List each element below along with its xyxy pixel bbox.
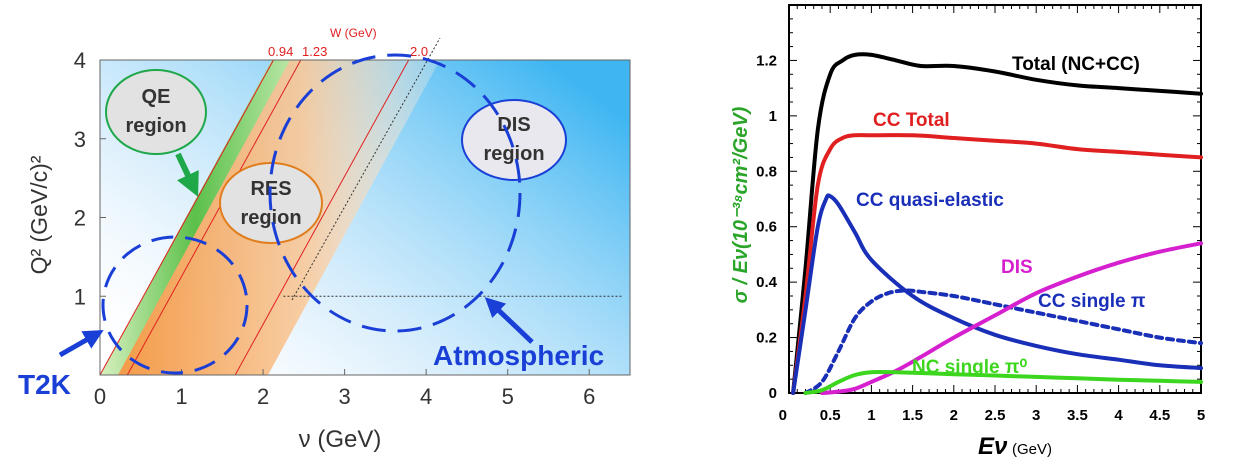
atmospheric-circle bbox=[268, 53, 522, 333]
atmospheric-label: Atmospheric bbox=[433, 340, 604, 371]
svg-text:Eν: Eν bbox=[978, 433, 1008, 460]
minor-ticks bbox=[789, 5, 1202, 393]
series-line-0 bbox=[791, 52, 1203, 395]
series-lines bbox=[791, 52, 1203, 395]
x-tick-label: 0 bbox=[94, 384, 106, 409]
x-tick-label: 1 bbox=[867, 407, 875, 424]
series-line-3 bbox=[803, 288, 1203, 395]
x-tick-label: 2 bbox=[257, 384, 269, 409]
y-ticks: 1 2 3 4 bbox=[74, 48, 106, 309]
w-line-label: 2.0 bbox=[410, 44, 428, 59]
qe-arrow bbox=[175, 152, 199, 197]
y-tick-label: 0.2 bbox=[756, 330, 777, 347]
dis-region-label-line1: DIS bbox=[497, 114, 530, 136]
series-line-1 bbox=[791, 133, 1203, 395]
y-tick-label: 0.8 bbox=[756, 163, 777, 180]
left-x-axis-label: ν (GeV) bbox=[299, 426, 382, 453]
w-line-label: 1.23 bbox=[302, 44, 327, 59]
y-tick-label: 4 bbox=[74, 48, 86, 73]
t2k-circle bbox=[101, 235, 249, 375]
w-line bbox=[126, 59, 302, 376]
x-tick-label: 4 bbox=[1114, 407, 1123, 424]
x-tick-label: 5 bbox=[1197, 407, 1205, 424]
dis-region-blob bbox=[461, 99, 567, 181]
kinematic-regions-plot: 0.94 1.23 2.0 0 1 2 3 4 5 6 1 2 3 4 W (GeV) QE regi… bbox=[18, 26, 631, 453]
w-lines: 0.94 1.23 2.0 bbox=[99, 44, 428, 376]
w-line-label: 0.94 bbox=[268, 44, 293, 59]
t2k-label: T2K bbox=[18, 369, 71, 400]
w-line bbox=[234, 59, 410, 376]
res-region-label-line2: region bbox=[240, 207, 301, 229]
y-tick-label: 0 bbox=[769, 385, 777, 402]
t2k-arrow bbox=[58, 330, 104, 358]
series-line-2 bbox=[791, 193, 1203, 395]
x-tick-label: 4.5 bbox=[1149, 407, 1170, 424]
x-ticks: 0 0.5 1 1.5 2 2.5 3 3.5 4 4.5 5 bbox=[779, 407, 1206, 424]
w-line bbox=[99, 59, 274, 376]
series-label-total: Total (NC+CC) bbox=[1012, 54, 1140, 75]
qe-region-label-line1: QE bbox=[142, 86, 171, 108]
y-tick-label: 0.4 bbox=[756, 274, 778, 291]
y-tick-label: 2 bbox=[74, 206, 86, 231]
x-tick-label: 1 bbox=[175, 384, 187, 409]
series-label-nc-single-pi0: NC single π⁰ bbox=[912, 357, 1027, 378]
x-tick-label: 5 bbox=[502, 384, 514, 409]
x-tick-label: 4 bbox=[420, 384, 432, 409]
svg-text:(GeV): (GeV) bbox=[1012, 441, 1052, 458]
series-label-cc-single-pi: CC single π bbox=[1038, 291, 1146, 312]
x-tick-label: 1.5 bbox=[902, 407, 923, 424]
x-tick-label: 2 bbox=[950, 407, 958, 424]
qe-region-blob bbox=[105, 69, 207, 155]
series-line-4 bbox=[820, 241, 1203, 395]
x-tick-label: 0.5 bbox=[820, 407, 841, 424]
x-ticks: 0 1 2 3 4 5 6 bbox=[94, 369, 595, 409]
dis-region-label-line2: region bbox=[483, 143, 544, 165]
w-axis-title: W (GeV) bbox=[330, 26, 377, 40]
right-y-axis-label: σ / Eν(10⁻³⁸cm²/GeV) bbox=[730, 106, 752, 303]
y-tick-label: 1 bbox=[74, 284, 86, 309]
y-ticks: 0 0.2 0.4 0.6 0.8 1 1.2 bbox=[756, 52, 778, 402]
x-tick-label: 0 bbox=[779, 407, 787, 424]
x-tick-label: 3 bbox=[1032, 407, 1040, 424]
right-x-axis-label: Eν (GeV) bbox=[978, 433, 1052, 460]
y-tick-label: 0.6 bbox=[756, 219, 777, 236]
cross-section-plot: 0 0.5 1 1.5 2 2.5 3 3.5 4 4.5 5 00.20.40.60.811.2 … bbox=[730, 4, 1206, 460]
series-line-5 bbox=[803, 369, 1203, 395]
series-label-cc-quasi-elastic: CC quasi-elastic bbox=[856, 190, 1004, 211]
x-tick-label: 2.5 bbox=[985, 407, 1006, 424]
x-tick-label: 3 bbox=[338, 384, 350, 409]
left-y-axis-label: Q² (GeV/c)² bbox=[26, 155, 52, 274]
series-label-dis: DIS bbox=[1001, 257, 1033, 278]
y-tick-label: 1 bbox=[769, 108, 777, 125]
atmospheric-arrow bbox=[484, 297, 534, 344]
x-tick-label: 3.5 bbox=[1067, 407, 1088, 424]
y-tick-label: 3 bbox=[74, 127, 86, 152]
qe-band bbox=[100, 60, 290, 375]
y-tick-label: 1.2 bbox=[756, 52, 777, 69]
x-tick-label: 6 bbox=[583, 384, 595, 409]
series-label-cc-total: CC Total bbox=[873, 110, 950, 131]
qe-region-label-line2: region bbox=[125, 115, 186, 137]
